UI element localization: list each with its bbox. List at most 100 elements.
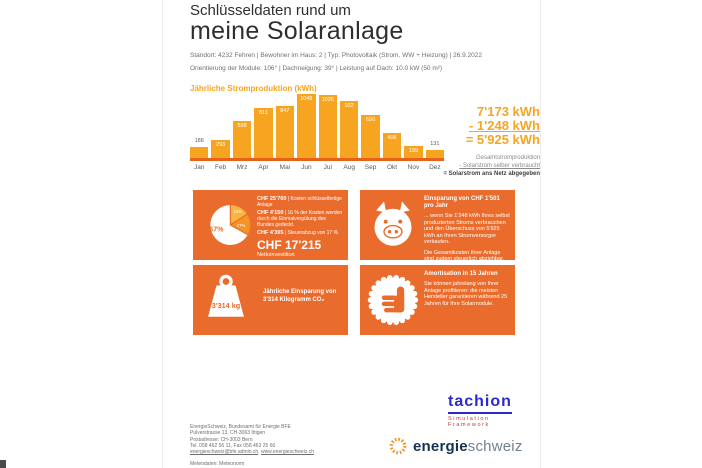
energieschweiz-logo: energieschweiz <box>388 436 523 456</box>
card-co2: 3'314 kg Jährliche Einsparung von 3'314 … <box>193 265 348 335</box>
address-line-2: Pulverstrasse 13, CH-3063 Ittigen <box>190 430 266 437</box>
amortisation-title: Amortisation in 15 Jahren <box>424 271 498 277</box>
card-investment: 67% 16% 17% CHF 25'760 | Kosten schlüsse… <box>193 190 348 260</box>
bar-value-label: 293 <box>216 142 226 148</box>
cost-tax-text: | Steuerabzug von 17 % <box>284 230 339 236</box>
tachion-logo: tachion Simulation Framework <box>448 393 528 428</box>
bar-apr: 811 <box>254 108 273 158</box>
bar-value-label: 131 <box>430 141 440 147</box>
email-link[interactable]: energieschweiz@bfe.admin.ch <box>190 449 259 456</box>
meta-line-location: Standort: 4232 Fehren | Bewohner im Haus… <box>190 52 482 59</box>
net-investment-label: Nettoinvestition <box>257 252 295 258</box>
page-edge-right <box>540 0 541 468</box>
bar-value-label: 199 <box>408 148 419 154</box>
bar-chart-bars: 186 293 598 811 847 1048 1026 932 696 406 199 131 <box>190 94 445 158</box>
bar-jul: 1026 <box>318 95 337 158</box>
pie-label-17: 17% <box>237 223 246 228</box>
amortisation-body: Sie können jahrelang von Ihrer Anlage pr… <box>424 281 508 307</box>
x-axis-label: Aug <box>343 164 355 171</box>
tachion-logo-name: tachion <box>448 393 512 414</box>
x-axis-label: Dez <box>429 164 441 171</box>
cost-subsidy-text: | 16 % der Kosten werden durch die Einma… <box>257 210 343 228</box>
meteo-data-note: Meteodaten: Meteonorm <box>190 461 245 467</box>
cost-subsidy-amount: CHF 4'150 <box>257 210 284 216</box>
net-investment-amount: CHF 17'215 <box>257 238 322 252</box>
page-edge-left <box>162 0 163 468</box>
wordmark-schweiz: schweiz <box>467 437 523 455</box>
legend-total: Gesamtstromproduktion <box>475 155 540 161</box>
legend-to-grid: = Solarstrom ans Netz abgegeben <box>443 171 540 177</box>
cost-total-amount: CHF 25'760 <box>257 196 287 202</box>
page-title-line2: meine Solaranlage <box>190 17 404 45</box>
card-amortisation: Amortisation in 15 Jahren Sie können jah… <box>360 265 515 335</box>
link-separator: , <box>258 449 261 456</box>
info-cards: 67% 16% 17% CHF 25'760 | Kosten schlüsse… <box>193 190 515 335</box>
page-title-line1: Schlüsseldaten rund um <box>190 2 351 19</box>
bar-value-label: 1026 <box>321 97 334 103</box>
energieschweiz-wordmark: energieschweiz <box>413 438 523 455</box>
piggy-bank-icon <box>365 197 421 253</box>
tachion-logo-subtitle: Simulation Framework <box>448 416 490 428</box>
cost-line-tax: CHF 4'395 | Steuerabzug von 17 % <box>257 230 343 236</box>
bar-okt: 406 <box>382 133 402 158</box>
bar-mrz: 598 <box>232 121 252 158</box>
chart-baseline <box>190 158 444 161</box>
bar-value-label: 406 <box>387 135 397 141</box>
publisher-address-block: EnergieSchweiz, Bundesamt für Energie BF… <box>190 424 314 455</box>
bar-value-label: 598 <box>237 123 247 129</box>
bar-value-label: 811 <box>259 110 268 116</box>
total-production-value: 7'173 kWh <box>476 104 540 119</box>
cost-line-subsidy: CHF 4'150 | 16 % der Kosten werden durch… <box>257 210 343 228</box>
bar-feb: 293 <box>211 140 230 158</box>
x-axis-label: Apr <box>258 164 269 171</box>
bar-value-label: 696 <box>365 117 376 123</box>
address-line-1: EnergieSchweiz, Bundesamt für Energie BF… <box>190 424 291 430</box>
bar-nov: 199 <box>404 146 423 158</box>
pie-chart-icon: 67% 16% 17% <box>209 203 252 246</box>
address-line-3: Postadresse: CH-3003 Bern <box>190 436 253 443</box>
x-axis-label: Mrz <box>236 164 248 171</box>
sunburst-icon <box>389 437 407 455</box>
savings-body-2: Die Gesamtkosten Ihrer Anlage sind zudem… <box>424 249 505 263</box>
x-axis-label: Jul <box>323 164 332 171</box>
bar-chart: 186 293 598 811 847 1048 1026 932 696 406 199 131 <box>190 94 445 158</box>
card-savings: Einsparung von CHF 1'501 pro Jahr ... we… <box>360 190 515 263</box>
co2-savings-text: Jährliche Einsparung von 3'314 Kilogramm… <box>263 289 337 303</box>
bar-dez: 131 <box>425 141 445 158</box>
self-used-value: - 1'248 kWh <box>468 118 540 133</box>
bar-value-label: 1048 <box>300 96 313 102</box>
cost-tax-amount: CHF 4'395 <box>257 230 284 236</box>
cost-line-total: CHF 25'760 | Kosten schlüsselfertige Anl… <box>257 196 343 208</box>
bar-value-label: 847 <box>280 108 290 114</box>
x-axis-label: Nov <box>407 164 420 171</box>
chart-title: Jährliche Stromproduktion (kWh) <box>190 84 317 93</box>
bar-value-label: 186 <box>194 138 204 144</box>
x-axis-label: Feb <box>215 164 227 171</box>
savings-body-1: ... wenn Sie 1'248 kWh Ihres selbst prod… <box>424 213 510 245</box>
savings-title: Einsparung von CHF 1'501 pro Jahr <box>424 196 500 209</box>
to-grid-value: = 5'925 kWh <box>465 132 540 147</box>
weight-value-label: 3'314 kg <box>212 301 240 310</box>
address-links-line: energieschweiz@bfe.admin.ch, www.energie… <box>190 449 314 455</box>
thumbs-up-icon <box>365 272 421 328</box>
bar-value-label: 932 <box>344 103 354 109</box>
screen-corner-artifact <box>0 460 6 468</box>
meta-line-modules: Orientierung der Module: 106° | Dachneig… <box>190 65 443 72</box>
bar-jan: 186 <box>190 138 209 158</box>
x-axis-label: Sep <box>364 164 377 171</box>
production-summary: 7'173 kWh - 1'248 kWh = 5'925 kWh Gesamt… <box>443 105 540 178</box>
summary-legend: Gesamtstromproduktion - Solarstrom selbe… <box>443 154 540 178</box>
weight-icon: 3'314 kg <box>198 272 254 328</box>
pie-label-67: 67% <box>209 226 224 233</box>
x-axis-label: Okt <box>386 164 398 171</box>
bar-aug: 932 <box>339 101 359 158</box>
bar-chart-x-labels: Jan Feb Mrz Apr Mai Jun Jul Aug Sep Okt Nov Dez <box>190 164 444 171</box>
address-line-4: Tel. 058 462 56 11, Fax 058 463 25 60 <box>190 442 276 449</box>
pie-label-16: 16% <box>234 209 243 214</box>
bar-jun: 1048 <box>297 94 316 158</box>
website-link[interactable]: www.energieschweiz.ch <box>260 449 315 456</box>
x-axis-label: Mai <box>279 164 291 171</box>
cost-total-text: | Kosten schlüsselfertige Anlage <box>257 196 342 208</box>
bar-mai: 847 <box>275 106 295 158</box>
